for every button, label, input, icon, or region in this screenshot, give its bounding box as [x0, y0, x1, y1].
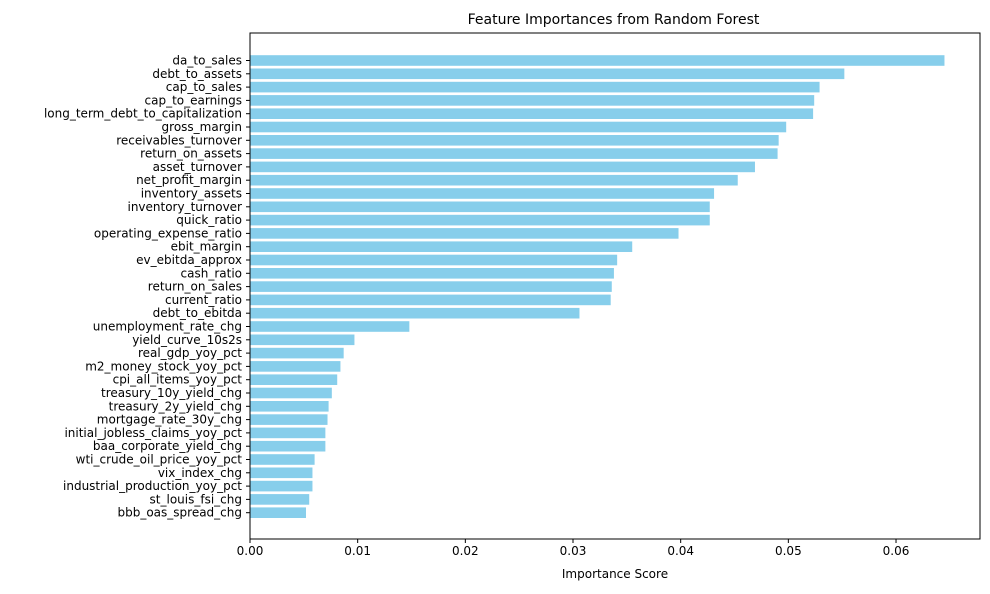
bar-da-to-sales: [250, 55, 945, 66]
y-tick-label: yield_curve_10s2s: [132, 333, 242, 347]
y-tick-label: industrial_production_yoy_pct: [63, 479, 242, 493]
bar-current-ratio: [250, 294, 611, 306]
y-tick-label: debt_to_assets: [152, 67, 242, 81]
bar-debt-to-ebitda: [250, 307, 580, 319]
bar-inventory-turnover: [250, 201, 710, 213]
y-tick-label: cap_to_sales: [166, 80, 242, 94]
x-tick-label: 0.06: [883, 544, 910, 558]
y-tick-label: ev_ebitda_approx: [136, 253, 242, 267]
y-tick-label: inventory_turnover: [127, 200, 242, 214]
y-tick-label: inventory_assets: [141, 187, 242, 201]
y-tick-label: wti_crude_oil_price_yoy_pct: [76, 453, 243, 467]
y-tick-label: vix_index_chg: [158, 466, 242, 480]
y-tick-label: ebit_margin: [171, 240, 242, 254]
bar-cpi-all-items-yoy-pct: [250, 374, 338, 385]
x-tick-label: 0.01: [344, 544, 371, 558]
x-axis-ticks: 0.00 0.01 0.02 0.03 0.04 0.05 0.06: [237, 539, 910, 558]
bar-long-term-debt-to-capitalization: [250, 108, 814, 119]
bar-yield-curve-10s2s: [250, 334, 355, 346]
bar-operating-expense-ratio: [250, 228, 679, 239]
y-tick-label: unemployment_rate_chg: [93, 320, 242, 334]
bar-vix-index-chg: [250, 467, 313, 479]
y-tick-label: return_on_assets: [140, 147, 242, 161]
y-tick-label: current_ratio: [165, 293, 242, 307]
y-tick-label: baa_corporate_yield_chg: [93, 439, 242, 453]
bar-ebit-margin: [250, 241, 633, 252]
y-tick-label: net_profit_margin: [136, 173, 242, 187]
bar-ev-ebitda-approx: [250, 254, 618, 266]
bar-return-on-sales: [250, 281, 612, 292]
x-tick-label: 0.03: [560, 544, 587, 558]
y-tick-label: operating_expense_ratio: [94, 226, 242, 240]
bar-cap-to-sales: [250, 81, 820, 93]
y-tick-label: debt_to_ebitda: [153, 306, 242, 320]
bar-cash-ratio: [250, 268, 614, 279]
y-tick-label: real_gdp_yoy_pct: [138, 346, 242, 360]
y-tick-label: cpi_all_items_yoy_pct: [113, 373, 243, 387]
bars-group: [250, 55, 945, 518]
y-tick-label: cash_ratio: [181, 266, 242, 280]
bar-net-profit-margin: [250, 174, 738, 186]
x-axis-title: Importance Score: [562, 567, 668, 581]
bar-cap-to-earnings: [250, 95, 815, 106]
y-tick-label: receivables_turnover: [116, 133, 242, 147]
bar-baa-corporate-yield-chg: [250, 440, 326, 452]
bar-receivables-turnover: [250, 135, 779, 146]
y-tick-label: da_to_sales: [172, 54, 242, 68]
x-tick-label: 0.00: [237, 544, 264, 558]
y-tick-label: gross_margin: [162, 120, 242, 134]
bar-treasury-10y-yield-chg: [250, 387, 332, 399]
y-tick-label: mortgage_rate_30y_chg: [97, 413, 242, 427]
bar-initial-jobless-claims-yoy-pct: [250, 427, 326, 439]
y-axis-ticks: da_to_salesdebt_to_assetscap_to_salescap…: [44, 54, 250, 520]
bar-return-on-assets: [250, 148, 778, 159]
x-tick-label: 0.05: [775, 544, 802, 558]
bar-wti-crude-oil-price-yoy-pct: [250, 454, 315, 465]
bar-gross-margin: [250, 121, 787, 133]
bar-unemployment-rate-chg: [250, 321, 410, 332]
bar-treasury-2y-yield-chg: [250, 401, 329, 412]
bar-inventory-assets: [250, 188, 715, 199]
y-tick-label: quick_ratio: [176, 213, 242, 227]
y-tick-label: initial_jobless_claims_yoy_pct: [64, 426, 242, 440]
bar-debt-to-assets: [250, 68, 845, 80]
x-tick-label: 0.02: [452, 544, 479, 558]
y-tick-label: cap_to_earnings: [145, 93, 243, 107]
bar-m2-money-stock-yoy-pct: [250, 361, 341, 372]
plot-frame: [249, 32, 981, 540]
y-tick-label: asset_turnover: [153, 160, 242, 174]
y-tick-label: bbb_oas_spread_chg: [117, 506, 242, 520]
y-tick-label: m2_money_stock_yoy_pct: [85, 359, 242, 373]
y-tick-label: treasury_2y_yield_chg: [109, 399, 242, 413]
bar-real-gdp-yoy-pct: [250, 347, 344, 359]
bar-mortgage-rate-30y-chg: [250, 414, 328, 425]
y-tick-label: st_louis_fsi_chg: [150, 492, 242, 506]
y-tick-label: treasury_10y_yield_chg: [101, 386, 242, 400]
bar-asset-turnover: [250, 161, 755, 173]
y-tick-label: return_on_sales: [148, 280, 242, 294]
bar-industrial-production-yoy-pct: [250, 480, 313, 492]
x-tick-label: 0.04: [667, 544, 694, 558]
chart-title: Feature Importances from Random Forest: [468, 12, 760, 28]
bar-quick-ratio: [250, 214, 710, 226]
bar-st-louis-fsi-chg: [250, 494, 310, 505]
y-tick-label: long_term_debt_to_capitalization: [44, 107, 242, 121]
bar-bbb-oas-spread-chg: [250, 507, 306, 518]
